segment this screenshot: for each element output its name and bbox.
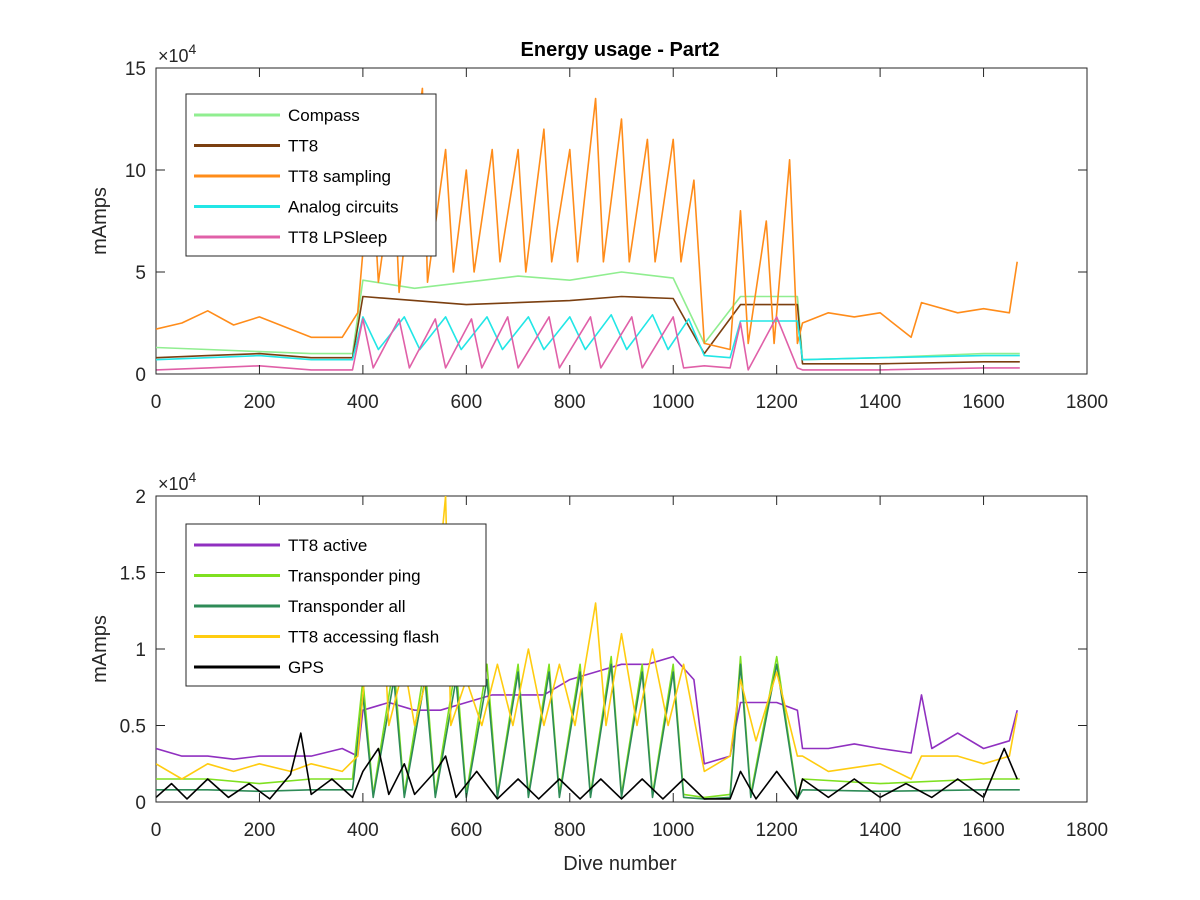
figure-title: Energy usage - Part2 <box>521 39 720 61</box>
x-tick-label: 800 <box>554 820 586 841</box>
legend-entry-label: Analog circuits <box>288 198 399 217</box>
y-axis-label: mAmps <box>89 615 111 683</box>
x-tick-label: 1800 <box>1066 820 1108 841</box>
x-tick-label: 1600 <box>962 820 1004 841</box>
legend-entry-label: Transponder all <box>288 597 406 616</box>
legend-entry-label: TT8 LPSleep <box>288 228 387 247</box>
x-tick-label: 1600 <box>962 392 1004 413</box>
series-group <box>156 496 1020 800</box>
legend-entry-label: TT8 <box>288 137 318 156</box>
x-tick-label: 200 <box>244 820 276 841</box>
x-tick-label: 400 <box>347 820 379 841</box>
series-line-tt8-lpsleep <box>156 316 1020 371</box>
series-line-gps <box>156 732 1018 800</box>
y-exponent-label: ×104 <box>158 41 197 66</box>
y-tick-label: 0 <box>135 365 146 386</box>
x-tick-label: 600 <box>450 820 482 841</box>
x-tick-label: 1800 <box>1066 392 1108 413</box>
legend-entry-label: Transponder ping <box>288 567 421 586</box>
x-axis-label: Dive number <box>563 853 677 875</box>
y-tick-label: 10 <box>125 161 146 182</box>
series-line-transponder-all <box>156 663 1020 800</box>
legend: TT8 active Transponder ping Transponder al… <box>185 523 487 687</box>
y-tick-label: 5 <box>135 263 146 284</box>
y-tick-label: 15 <box>125 59 146 80</box>
y-tick-label: 2 <box>135 487 146 508</box>
legend-entry-label: Compass <box>288 106 360 125</box>
series-line-tt8-active <box>156 655 1018 765</box>
x-tick-label: 1000 <box>652 392 694 413</box>
x-tick-label: 0 <box>151 820 162 841</box>
x-tick-label: 1400 <box>859 820 901 841</box>
x-tick-label: 0 <box>151 392 162 413</box>
legend-entry-label: TT8 sampling <box>288 167 391 186</box>
legend: Compass TT8 TT8 sampling Analog circuits TT8… <box>185 93 437 257</box>
y-tick-label: 1.5 <box>120 564 146 585</box>
x-tick-label: 400 <box>347 392 379 413</box>
y-tick-label: 0 <box>135 793 146 814</box>
y-axis-label: mAmps <box>89 187 111 255</box>
x-tick-label: 200 <box>244 392 276 413</box>
x-tick-label: 600 <box>450 392 482 413</box>
legend-entry-label: TT8 active <box>288 536 367 555</box>
x-tick-label: 1200 <box>756 820 798 841</box>
legend-entry-label: GPS <box>288 658 324 677</box>
y-tick-label: 0.5 <box>120 717 146 738</box>
series-group <box>156 87 1020 371</box>
y-exponent-label: ×104 <box>158 469 197 494</box>
series-line-tt8 <box>156 295 1020 365</box>
x-tick-label: 1000 <box>652 820 694 841</box>
bottom-chart: 0 200 400 600 800 1000 1200 1400 1600 1800 0 0.5 1 1.… <box>89 469 1108 841</box>
series-line-tt8-accessing-flash <box>156 496 1018 780</box>
top-chart: 0 200 400 600 800 1000 1200 1400 1600 1800 0 5 10 15 ×… <box>89 41 1108 413</box>
x-tick-label: 800 <box>554 392 586 413</box>
y-tick-label: 1 <box>135 640 146 661</box>
legend-entry-label: TT8 accessing flash <box>288 628 439 647</box>
x-tick-label: 1400 <box>859 392 901 413</box>
x-tick-label: 1200 <box>756 392 798 413</box>
